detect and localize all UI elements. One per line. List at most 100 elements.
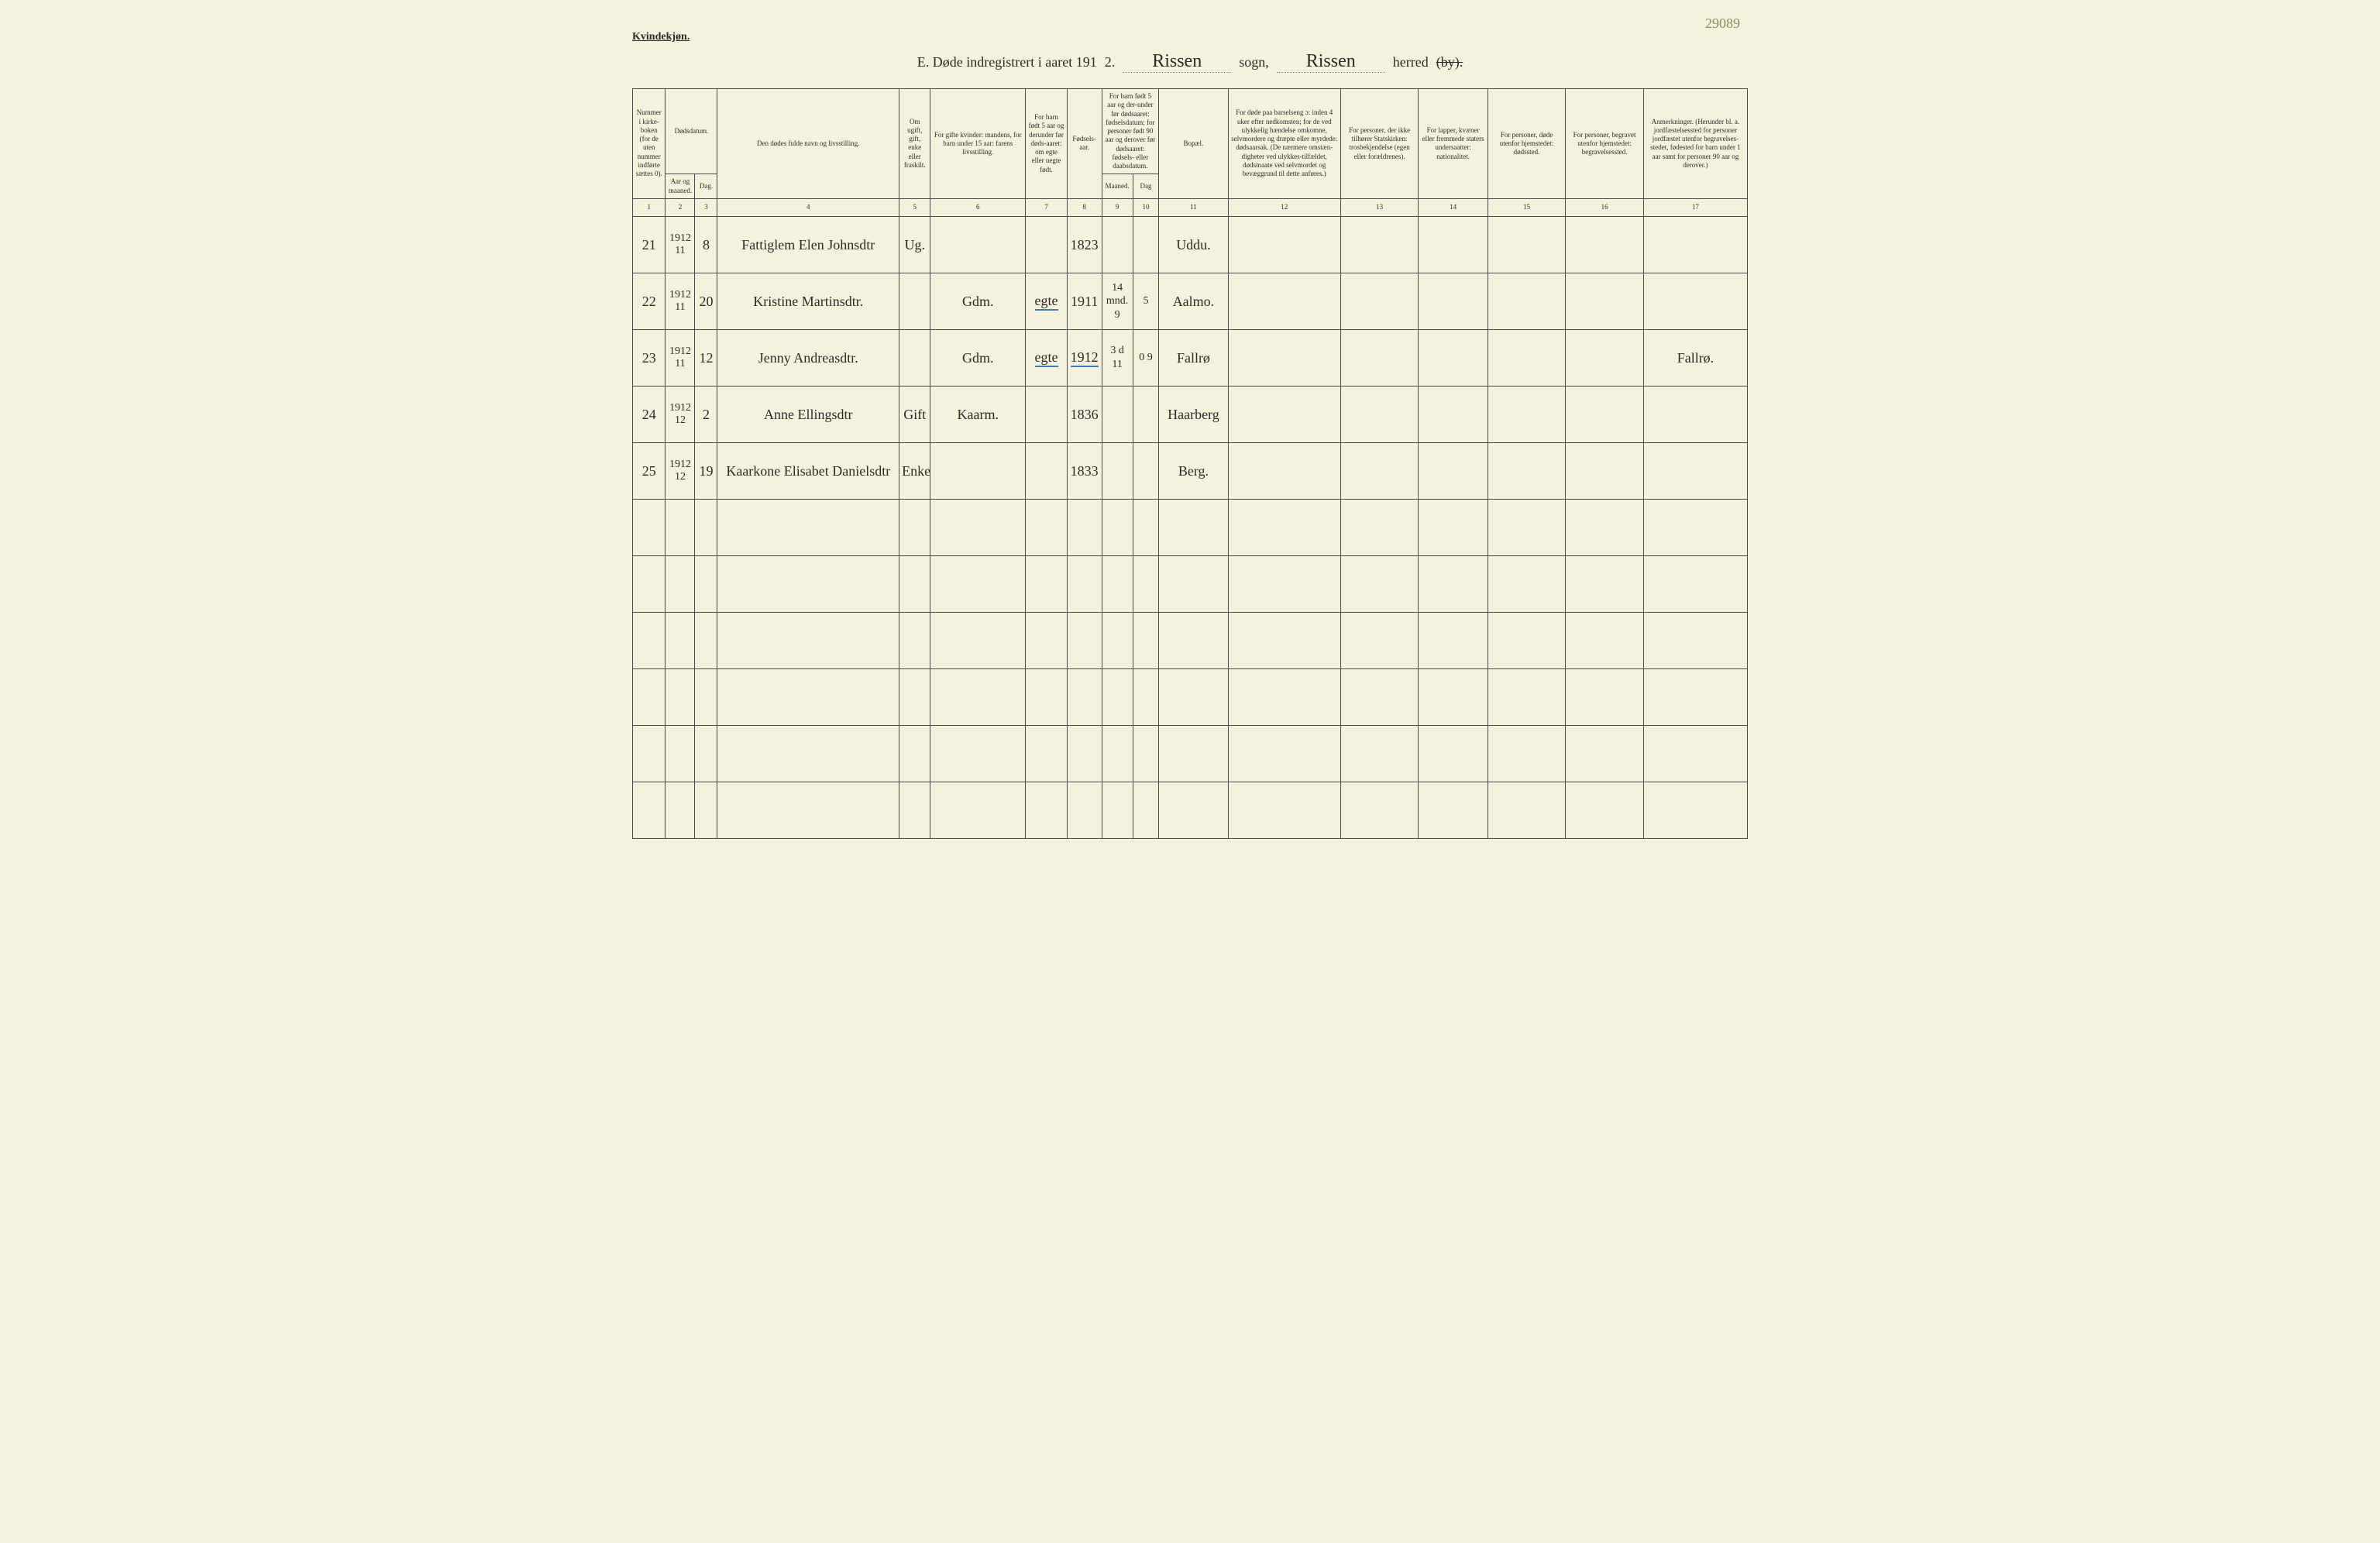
table-cell: 1836 [1067,386,1102,442]
gender-label: Kvindekjøn. [632,31,1748,43]
table-cell [1340,386,1419,442]
table-cell [717,668,899,725]
column-number: 16 [1566,198,1644,216]
table-cell [633,725,666,782]
table-cell [717,499,899,555]
table-cell: 1911 [1067,273,1102,329]
by-strike: (by). [1436,54,1463,70]
table-cell: 25 [633,442,666,499]
table-cell [1488,612,1566,668]
table-cell [1102,612,1133,668]
table-cell [1340,782,1419,838]
table-cell [1159,668,1228,725]
table-cell: 2 [695,386,717,442]
table-cell [633,555,666,612]
col-9-top-header: For barn født 5 aar og der-under før død… [1102,89,1159,174]
table-cell [930,442,1026,499]
column-number: 15 [1488,198,1566,216]
table-cell [1488,329,1566,386]
table-cell: Berg. [1159,442,1228,499]
table-cell [1133,612,1159,668]
column-number: 10 [1133,198,1159,216]
col-11-header: Bopæl. [1159,89,1228,199]
table-cell [1566,612,1644,668]
title-prefix: E. Døde indregistrert i aaret 191 [917,54,1097,70]
table-cell [1419,216,1488,273]
col-4-header: Den dødes fulde navn og livsstilling. [717,89,899,199]
table-cell [1566,499,1644,555]
table-cell [1340,725,1419,782]
table-cell: 1833 [1067,442,1102,499]
table-cell [717,612,899,668]
table-cell [1228,386,1340,442]
table-cell [1340,668,1419,725]
table-cell [1488,725,1566,782]
table-cell: 191212 [666,442,695,499]
table-cell [1067,782,1102,838]
table-cell [695,725,717,782]
column-number: 2 [666,198,695,216]
table-cell [1102,555,1133,612]
table-row-blank [633,499,1748,555]
table-cell [1026,725,1068,782]
table-cell [633,612,666,668]
table-cell [695,782,717,838]
table-cell [1643,668,1747,725]
table-cell [1419,442,1488,499]
table-cell [1102,442,1133,499]
table-cell: Jenny Andreasdtr. [717,329,899,386]
table-cell [1159,499,1228,555]
table-cell [1133,442,1159,499]
table-cell: 24 [633,386,666,442]
table-cell: 191211 [666,329,695,386]
table-row: 2519121219Kaarkone Elisabet DanielsdtrEn… [633,442,1748,499]
table-cell [1067,555,1102,612]
table-row: 241912122Anne EllingsdtrGiftKaarm.1836Ha… [633,386,1748,442]
table-cell [1102,499,1133,555]
table-cell [1102,782,1133,838]
col-6-header: For gifte kvinder: mandens, for barn und… [930,89,1026,199]
column-number: 17 [1643,198,1747,216]
title-line: E. Døde indregistrert i aaret 1912. Riss… [632,51,1748,73]
column-number: 13 [1340,198,1419,216]
table-cell [899,273,930,329]
col-8-header: Fødsels-aar. [1067,89,1102,199]
table-cell [1488,442,1566,499]
table-cell [1340,442,1419,499]
table-cell [1026,555,1068,612]
title-year-suffix: 2. [1105,54,1116,70]
table-cell: Fallrø [1159,329,1228,386]
table-cell [1228,216,1340,273]
column-number: 11 [1159,198,1228,216]
table-cell [1228,555,1340,612]
table-cell [1067,612,1102,668]
table-cell [1133,782,1159,838]
table-cell [1488,782,1566,838]
table-cell [899,555,930,612]
column-number: 5 [899,198,930,216]
table-cell [930,725,1026,782]
table-row-blank [633,782,1748,838]
table-cell [1488,499,1566,555]
col-1-header: Nummer i kirke-boken (for de uten nummer… [633,89,666,199]
table-cell [930,555,1026,612]
table-cell [1566,329,1644,386]
table-cell [1643,499,1747,555]
table-row-blank [633,555,1748,612]
table-cell [666,668,695,725]
table-cell: Enke [899,442,930,499]
table-cell: Fattiglem Elen Johnsdtr [717,216,899,273]
table-cell [1102,725,1133,782]
table-cell [1228,273,1340,329]
table-cell [1133,499,1159,555]
table-cell: 191211 [666,273,695,329]
table-cell [899,612,930,668]
table-cell: Anne Ellingsdtr [717,386,899,442]
table-cell [1419,386,1488,442]
register-table: Nummer i kirke-boken (for de uten nummer… [632,88,1748,839]
column-number: 8 [1067,198,1102,216]
table-cell [1067,725,1102,782]
table-cell: 23 [633,329,666,386]
table-row: 2319121112Jenny Andreasdtr.Gdm.egte19123… [633,329,1748,386]
col-2a-header: Aar og maaned. [666,174,695,199]
